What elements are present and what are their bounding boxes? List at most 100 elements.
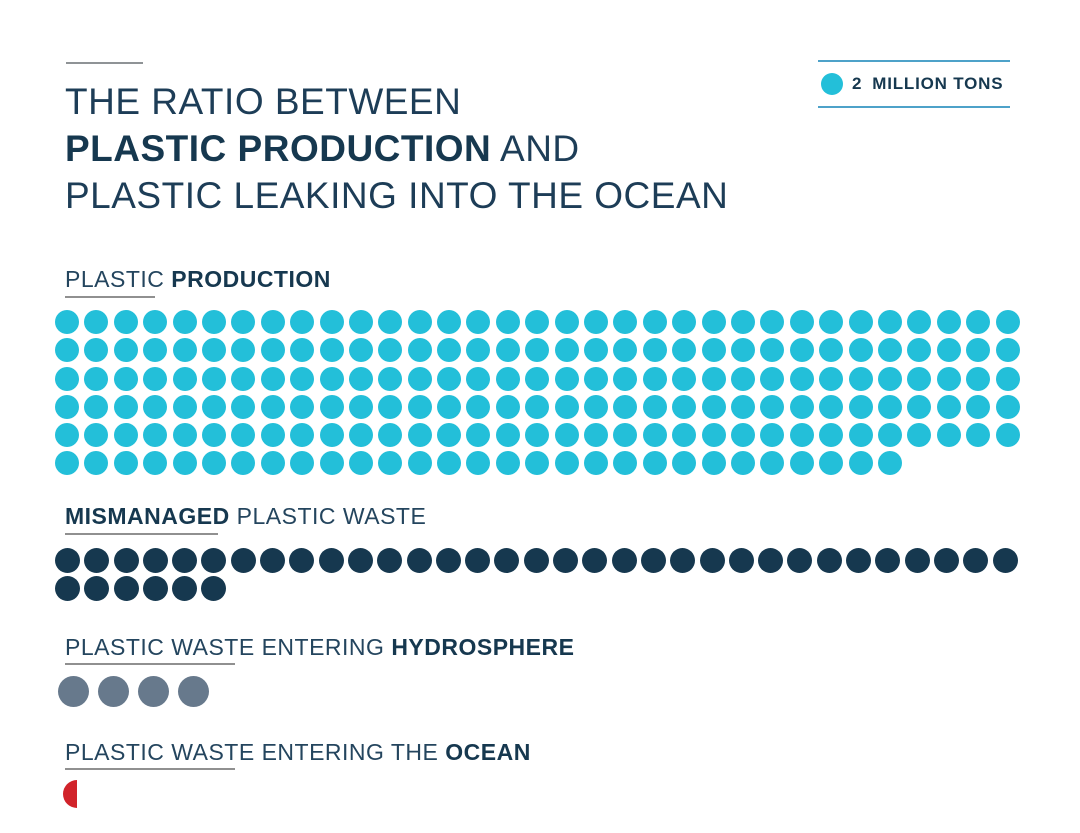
production-dot bbox=[730, 394, 755, 419]
dot-grid-production bbox=[55, 310, 1020, 480]
production-dot bbox=[525, 366, 550, 391]
production-dot bbox=[819, 451, 844, 476]
production-dot bbox=[672, 423, 697, 448]
production-dot bbox=[407, 338, 432, 363]
production-dot bbox=[290, 451, 315, 476]
production-dot bbox=[378, 338, 403, 363]
production-dot bbox=[407, 366, 432, 391]
production-dot bbox=[848, 394, 873, 419]
production-dot bbox=[995, 338, 1020, 363]
production-dot bbox=[407, 451, 432, 476]
mismanaged-dot bbox=[787, 548, 813, 573]
production-dot bbox=[201, 366, 226, 391]
mismanaged-dot-row bbox=[55, 576, 1018, 601]
production-dot bbox=[113, 451, 138, 476]
production-dot bbox=[584, 366, 609, 391]
production-dot bbox=[613, 366, 638, 391]
production-dot bbox=[789, 394, 814, 419]
production-dot bbox=[877, 451, 902, 476]
production-dot bbox=[466, 338, 491, 363]
production-dot bbox=[378, 451, 403, 476]
production-dot bbox=[819, 338, 844, 363]
mismanaged-dot bbox=[699, 548, 725, 573]
mismanaged-dot bbox=[846, 548, 872, 573]
dot-grid-mismanaged bbox=[55, 548, 1018, 604]
production-dot bbox=[760, 423, 785, 448]
production-dot bbox=[319, 423, 344, 448]
legend-dot-icon bbox=[821, 73, 843, 95]
production-dot bbox=[584, 394, 609, 419]
production-dot bbox=[143, 394, 168, 419]
section-rule-production bbox=[65, 296, 155, 298]
production-dot bbox=[760, 451, 785, 476]
production-dot bbox=[848, 451, 873, 476]
production-dot bbox=[848, 338, 873, 363]
production-dot bbox=[113, 310, 138, 334]
legend-value: 2 bbox=[852, 74, 863, 93]
production-dot bbox=[407, 394, 432, 419]
production-dot bbox=[113, 338, 138, 363]
mismanaged-dot bbox=[289, 548, 315, 573]
production-dot bbox=[84, 423, 109, 448]
production-dot bbox=[348, 394, 373, 419]
hydrosphere-dot bbox=[178, 676, 209, 707]
production-dot bbox=[84, 310, 109, 334]
mismanaged-dot bbox=[670, 548, 696, 573]
production-dot bbox=[260, 310, 285, 334]
production-dot-row bbox=[55, 338, 1020, 363]
production-dot bbox=[495, 338, 520, 363]
production-dot bbox=[613, 310, 638, 334]
production-dot bbox=[554, 394, 579, 419]
mismanaged-dot bbox=[377, 548, 403, 573]
production-dot bbox=[260, 366, 285, 391]
production-dot bbox=[495, 451, 520, 476]
production-dot bbox=[348, 451, 373, 476]
production-dot bbox=[495, 366, 520, 391]
mismanaged-dot bbox=[611, 548, 637, 573]
production-dot bbox=[495, 394, 520, 419]
production-dot bbox=[466, 394, 491, 419]
production-dot bbox=[672, 451, 697, 476]
production-dot bbox=[525, 451, 550, 476]
production-dot bbox=[995, 366, 1020, 391]
section-label-ocean: PLASTIC WASTE ENTERING THE OCEAN bbox=[65, 739, 531, 766]
production-dot bbox=[819, 310, 844, 334]
production-dot bbox=[231, 394, 256, 419]
production-dot bbox=[642, 394, 667, 419]
production-dot bbox=[613, 338, 638, 363]
production-dot bbox=[584, 338, 609, 363]
production-dot bbox=[466, 366, 491, 391]
production-dot bbox=[437, 366, 462, 391]
production-dot bbox=[789, 366, 814, 391]
production-dot bbox=[348, 366, 373, 391]
production-dot-row bbox=[55, 394, 1020, 419]
production-dot bbox=[437, 423, 462, 448]
production-dot bbox=[584, 451, 609, 476]
production-dot bbox=[554, 451, 579, 476]
section-rule-ocean bbox=[65, 768, 235, 770]
title-accent-rule bbox=[66, 62, 143, 64]
mismanaged-dot bbox=[904, 548, 930, 573]
production-dot bbox=[113, 423, 138, 448]
ocean-dot-row bbox=[63, 780, 77, 808]
production-dot bbox=[525, 338, 550, 363]
hydrosphere-dot-row bbox=[58, 676, 209, 707]
production-dot bbox=[554, 338, 579, 363]
mismanaged-dot bbox=[84, 548, 110, 573]
production-dot bbox=[966, 338, 991, 363]
production-dot bbox=[642, 338, 667, 363]
production-dot bbox=[231, 310, 256, 334]
production-dot bbox=[995, 394, 1020, 419]
production-dot bbox=[525, 423, 550, 448]
production-dot bbox=[848, 366, 873, 391]
mismanaged-dot bbox=[347, 548, 373, 573]
production-dot bbox=[437, 394, 462, 419]
production-dot bbox=[466, 451, 491, 476]
mismanaged-dot bbox=[113, 548, 139, 573]
production-dot bbox=[55, 310, 79, 334]
mismanaged-dot bbox=[55, 576, 80, 601]
title-line-2-rest: AND bbox=[491, 128, 580, 169]
production-dot bbox=[143, 366, 168, 391]
production-dot bbox=[642, 366, 667, 391]
